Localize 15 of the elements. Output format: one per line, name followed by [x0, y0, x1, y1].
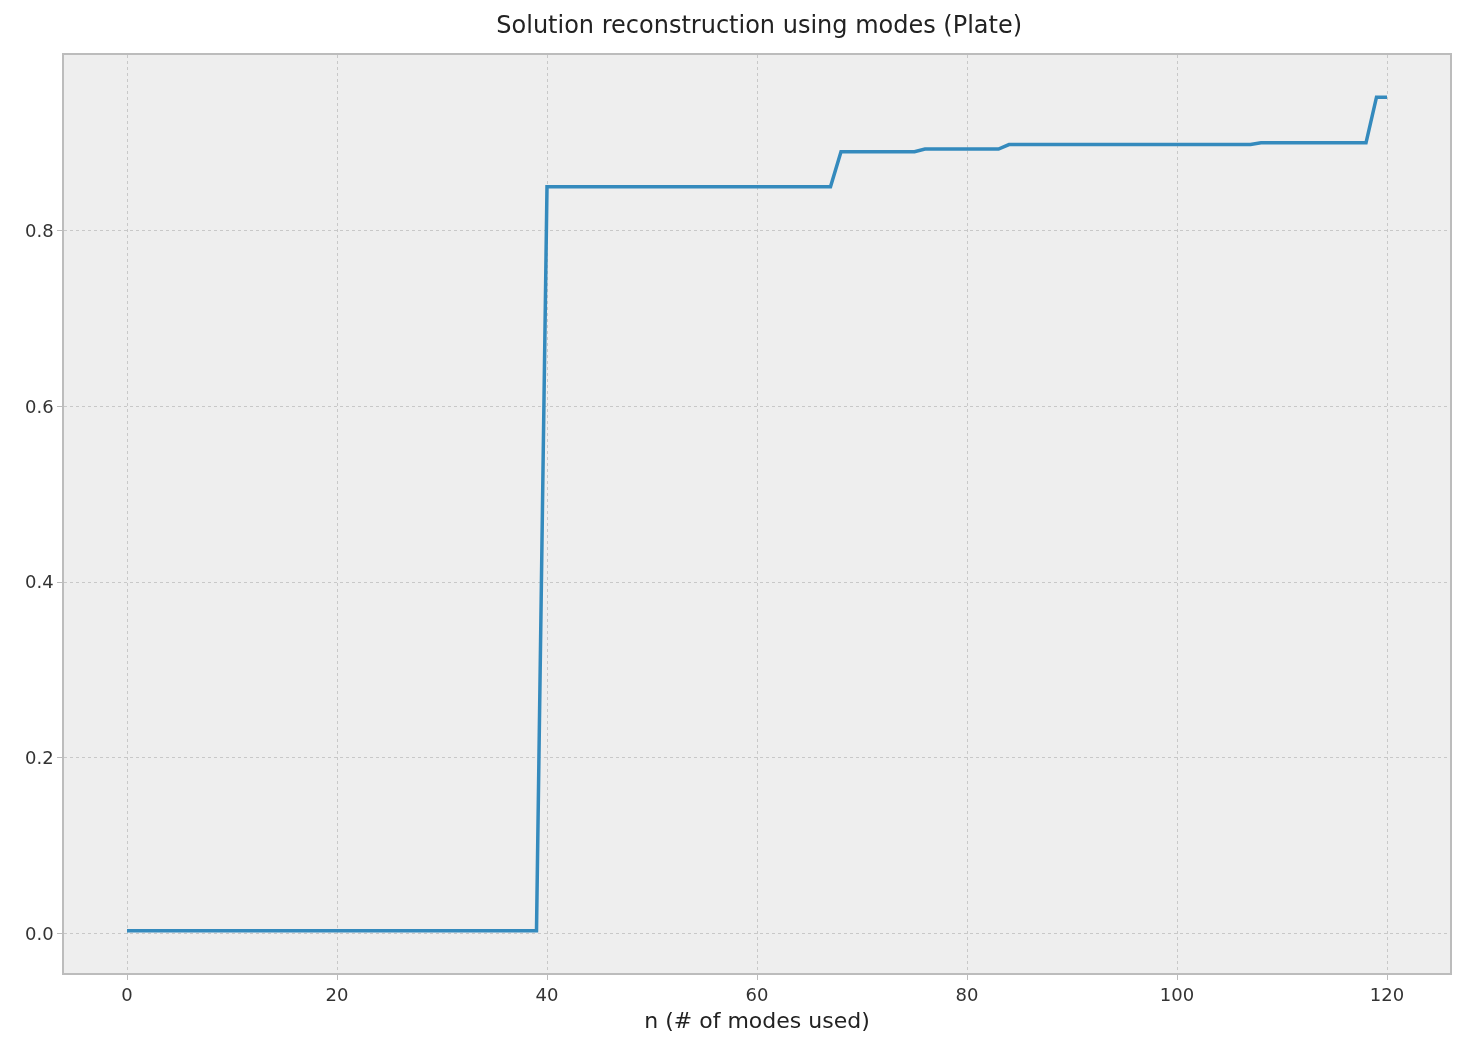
line-series	[125, 95, 1389, 933]
y-tick-label: 0.4	[25, 571, 54, 593]
x-tick-label: 20	[325, 984, 349, 1006]
y-tick-label: 0.6	[25, 395, 54, 417]
x-tick-label: 0	[121, 984, 133, 1006]
x-tick-label: 120	[1369, 984, 1405, 1006]
x-tick-label: 60	[745, 984, 769, 1006]
y-tick-label: 0.8	[25, 219, 54, 241]
x-tick-label: 40	[535, 984, 559, 1006]
x-axis-title: n (# of modes used)	[644, 1007, 870, 1033]
chart-title: Solution reconstruction using modes (Plate)	[496, 10, 1023, 39]
y-tick-label: 0.0	[25, 922, 54, 944]
y-tick-label: 0.2	[25, 747, 54, 769]
x-tick-label: 100	[1159, 984, 1195, 1006]
x-tick-label: 80	[955, 984, 979, 1006]
